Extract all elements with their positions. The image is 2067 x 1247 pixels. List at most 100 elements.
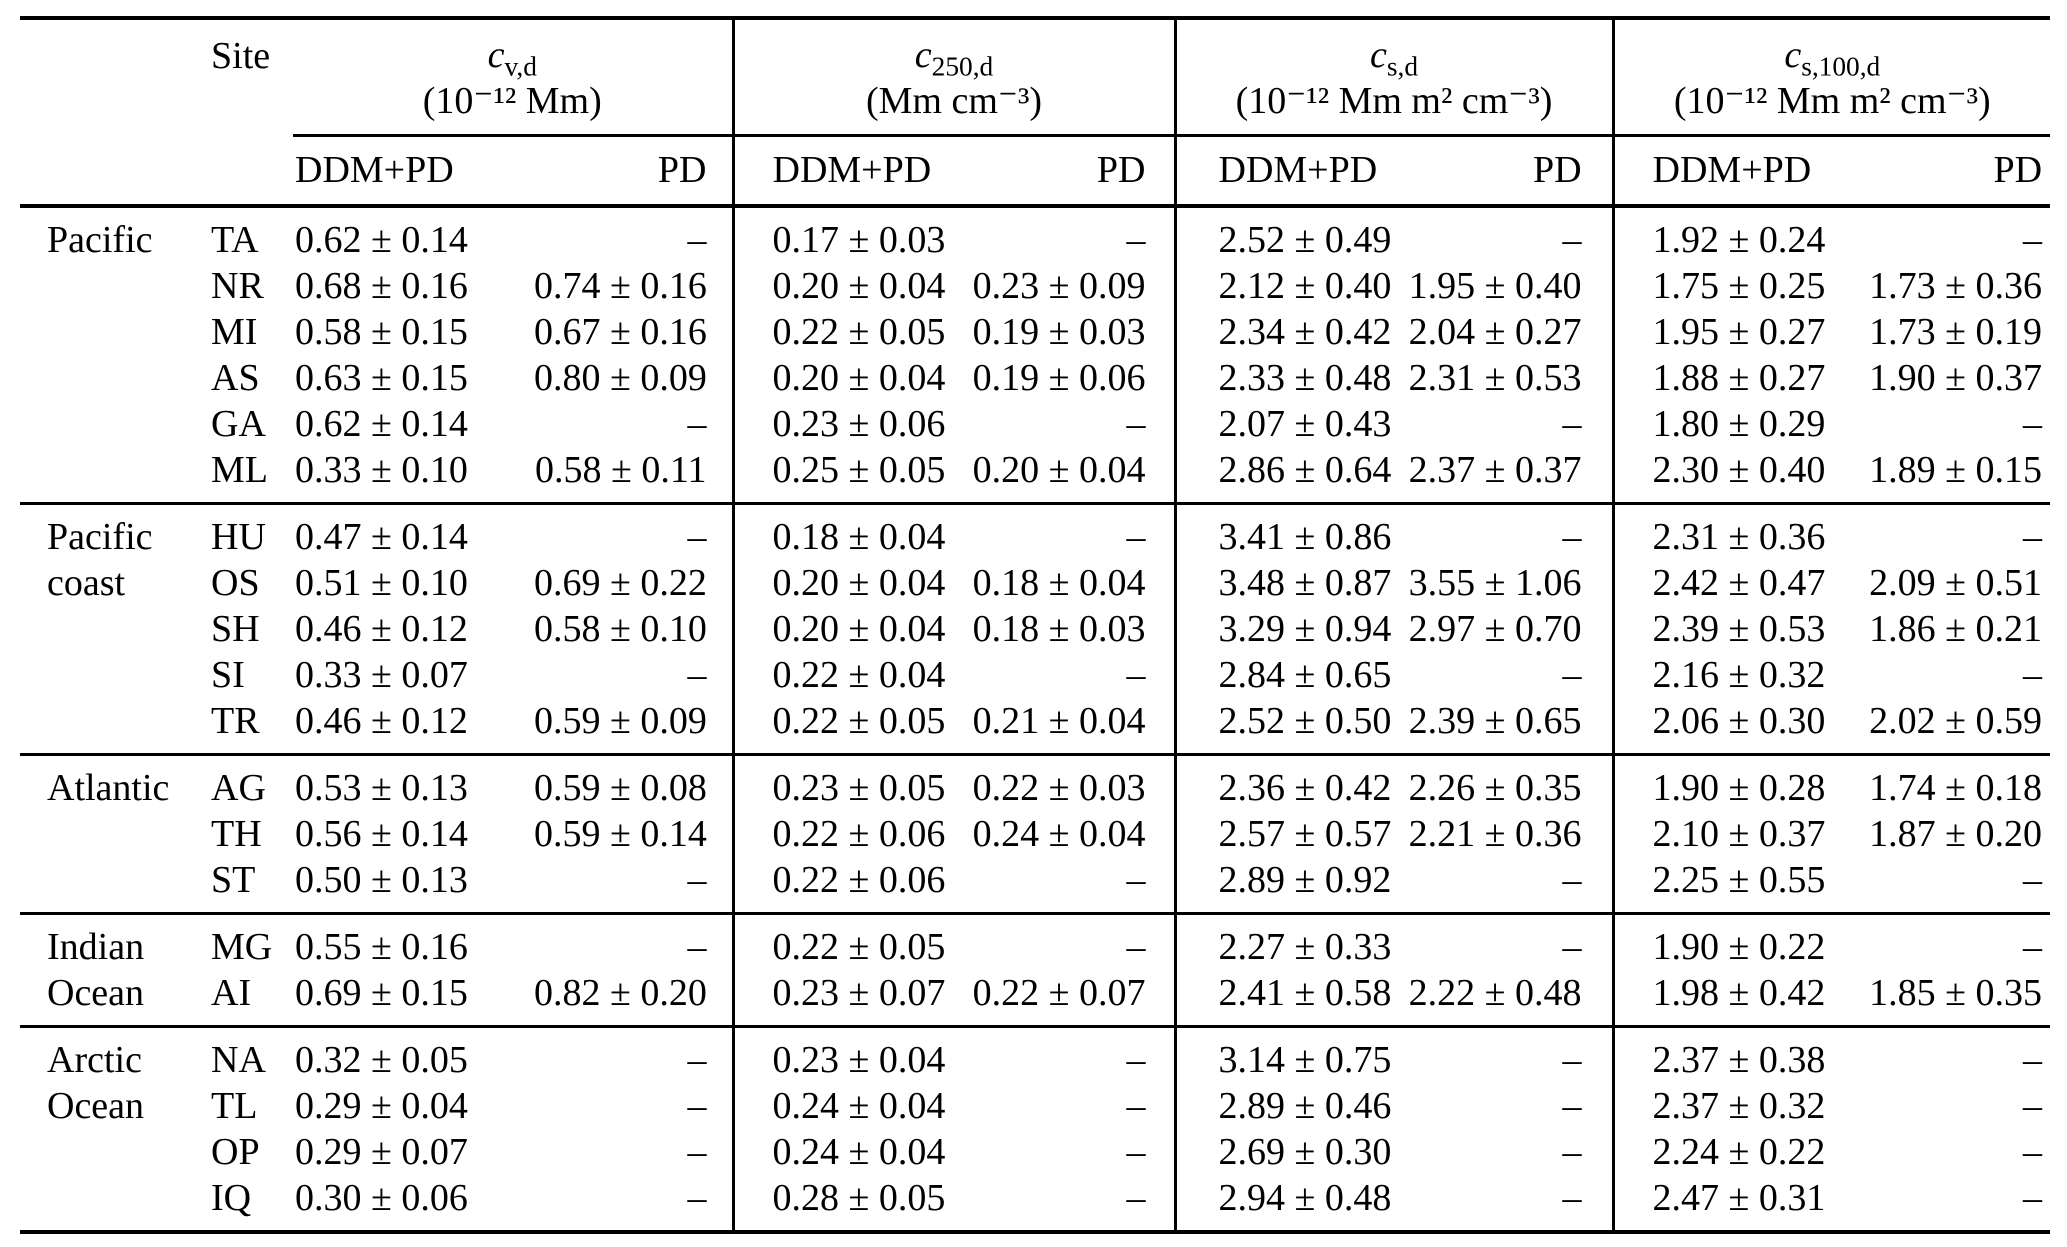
- value-cell: –: [2023, 925, 2043, 968]
- value-cell: 0.22 ± 0.07: [972, 971, 1146, 1014]
- value-cell: –: [1126, 925, 1146, 968]
- value-cell: –: [1126, 402, 1146, 445]
- value-cell: 0.18 ± 0.03: [972, 607, 1146, 650]
- value-cell: 2.02 ± 0.59: [1869, 699, 2043, 742]
- value-cell: 0.46 ± 0.12: [295, 699, 468, 742]
- value-cell: 2.52 ± 0.50: [1173, 697, 1405, 754]
- value-cell: 0.59 ± 0.08: [534, 766, 707, 809]
- value-cell: 0.23 ± 0.06: [731, 400, 958, 447]
- value-cell: 0.62 ± 0.14: [295, 402, 468, 445]
- value-cell: 2.30 ± 0.40: [1611, 446, 1844, 503]
- value-cell: 2.16 ± 0.32: [1611, 651, 1844, 698]
- value-cell: 2.09 ± 0.51: [1869, 561, 2043, 604]
- subheader-row: DDM+PD PD DDM+PD PD DDM+PD PD DDM+PD PD: [20, 135, 2050, 206]
- site-code: IQ: [211, 1176, 252, 1219]
- group-label: Ocean: [47, 1084, 145, 1127]
- value-cell: 1.73 ± 0.19: [1869, 310, 2043, 353]
- group-label: [20, 606, 175, 652]
- value-cell: 0.69 ± 0.22: [534, 561, 707, 604]
- value-cell: 0.32 ± 0.05: [295, 1038, 468, 1081]
- site-code: ML: [211, 448, 268, 491]
- value-cell: 0.62 ± 0.14: [295, 218, 468, 261]
- value-cell: 2.34 ± 0.42: [1173, 308, 1405, 355]
- group-label: [20, 1175, 175, 1232]
- value-cell: 2.86 ± 0.64: [1173, 446, 1405, 503]
- value-cell: 2.31 ± 0.53: [1408, 356, 1582, 399]
- value-cell: 0.29 ± 0.04: [295, 1084, 468, 1127]
- group-label: [20, 309, 175, 355]
- value-cell: –: [1562, 1038, 1582, 1081]
- column-group-c250d: c250,d (Mm cm⁻³): [731, 18, 1175, 137]
- value-cell: 2.31 ± 0.36: [1611, 503, 1844, 560]
- value-cell: 3.29 ± 0.94: [1173, 605, 1405, 652]
- subheader-cvd-pd: PD: [657, 149, 707, 192]
- group-label: Atlantic: [47, 766, 170, 809]
- value-cell: –: [1126, 1038, 1146, 1081]
- group-label: Ocean: [47, 971, 145, 1014]
- cvd-unit: (10⁻¹² Mm): [422, 80, 602, 122]
- value-cell: 2.89 ± 0.92: [1173, 856, 1405, 913]
- value-cell: 0.28 ± 0.05: [731, 1174, 958, 1232]
- site-code: AG: [211, 766, 266, 809]
- value-cell: 0.22 ± 0.03: [972, 766, 1146, 809]
- value-cell: 3.14 ± 0.75: [1173, 1026, 1405, 1083]
- value-cell: 2.22 ± 0.48: [1408, 971, 1582, 1014]
- group-label: Arctic: [47, 1038, 142, 1081]
- subheader-cs100d-ddmpd: DDM+PD: [1611, 135, 1844, 206]
- site-code: HU: [211, 515, 266, 558]
- value-cell: 2.37 ± 0.37: [1408, 448, 1582, 491]
- site-code: TH: [211, 812, 262, 855]
- section-indian-ocean: Indian MG 0.55 ± 0.16–0.22 ± 0.05–2.27 ± 0…: [20, 913, 2051, 1026]
- value-cell: 0.68 ± 0.16: [295, 264, 468, 307]
- group-label: coast: [47, 561, 126, 604]
- column-group-cs100d: cs,100,d (10⁻¹² Mm m² cm⁻³): [1611, 18, 2051, 137]
- section-pacific-coast: Pacific HU 0.47 ± 0.14–0.18 ± 0.04–3.41 ± …: [20, 503, 2051, 754]
- value-cell: 0.20 ± 0.04: [731, 262, 958, 309]
- value-cell: 0.33 ± 0.07: [295, 653, 468, 696]
- value-cell: 0.30 ± 0.06: [295, 1176, 468, 1219]
- value-cell: 3.41 ± 0.86: [1173, 503, 1405, 560]
- value-cell: 0.59 ± 0.14: [534, 812, 707, 855]
- value-cell: 0.63 ± 0.15: [295, 356, 468, 399]
- value-cell: 0.53 ± 0.13: [295, 766, 468, 809]
- value-cell: 1.80 ± 0.29: [1611, 400, 1844, 447]
- value-cell: 2.39 ± 0.53: [1611, 605, 1844, 652]
- value-cell: –: [1562, 858, 1582, 901]
- group-label: Pacific: [47, 218, 153, 261]
- value-cell: 2.97 ± 0.70: [1408, 607, 1582, 650]
- group-label: Pacific: [47, 515, 153, 558]
- value-cell: 0.17 ± 0.03: [731, 205, 958, 263]
- value-cell: –: [2023, 1176, 2043, 1219]
- value-cell: 2.94 ± 0.48: [1173, 1174, 1405, 1232]
- csd-unit: (10⁻¹² Mm m² cm⁻³): [1235, 80, 1553, 122]
- site-code: MG: [211, 925, 273, 968]
- site-code: OS: [211, 561, 260, 604]
- table-row: OP 0.29 ± 0.07–0.24 ± 0.04–2.69 ± 0.30–2.…: [20, 1128, 2050, 1175]
- site-code: TL: [211, 1084, 258, 1127]
- group-label: [20, 857, 175, 914]
- site-code: SI: [211, 653, 245, 696]
- value-cell: –: [687, 925, 707, 968]
- value-cell: 2.39 ± 0.65: [1408, 699, 1582, 742]
- value-cell: 0.22 ± 0.05: [731, 913, 958, 970]
- value-cell: 0.23 ± 0.07: [731, 969, 958, 1026]
- value-cell: 2.47 ± 0.31: [1611, 1174, 1844, 1232]
- value-cell: 0.74 ± 0.16: [534, 264, 707, 307]
- table-row: GA 0.62 ± 0.14–0.23 ± 0.06–2.07 ± 0.43–1.…: [20, 400, 2050, 447]
- value-cell: 0.23 ± 0.04: [731, 1026, 958, 1083]
- value-cell: 2.26 ± 0.35: [1408, 766, 1582, 809]
- table-row: TR 0.46 ± 0.12 0.59 ± 0.09 0.22 ± 0.05 0.21 …: [20, 697, 2050, 754]
- group-label: [20, 652, 175, 698]
- value-cell: 2.24 ± 0.22: [1611, 1128, 1844, 1175]
- value-cell: 2.12 ± 0.40: [1173, 262, 1405, 309]
- site-code: AI: [211, 971, 252, 1014]
- value-cell: 2.27 ± 0.33: [1173, 913, 1405, 970]
- value-cell: 1.90 ± 0.28: [1611, 754, 1844, 811]
- value-cell: 0.69 ± 0.15: [295, 971, 468, 1014]
- value-cell: 2.84 ± 0.65: [1173, 651, 1405, 698]
- value-cell: 2.57 ± 0.57: [1173, 810, 1405, 857]
- value-cell: –: [1126, 858, 1146, 901]
- value-cell: 0.82 ± 0.20: [534, 971, 707, 1014]
- value-cell: 1.95 ± 0.40: [1408, 264, 1582, 307]
- value-cell: 0.58 ± 0.15: [295, 310, 468, 353]
